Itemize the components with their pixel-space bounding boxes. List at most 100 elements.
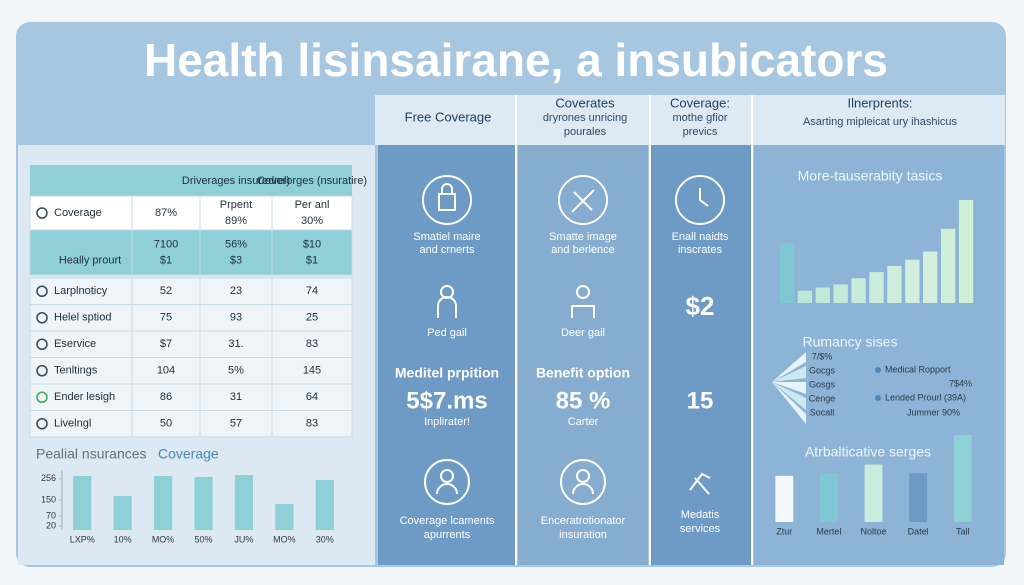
panel-heading: Meditel prpition: [395, 365, 499, 381]
caption: Coverage lcaments: [400, 515, 495, 527]
cell: 23: [230, 285, 242, 297]
column-panel: [651, 145, 751, 565]
table-heading: Driverages insuredrel): [182, 175, 290, 187]
y-tick-label: 150: [41, 494, 56, 504]
row-label: Coverage: [54, 207, 102, 219]
fan-wedge: [772, 366, 806, 382]
chart-title: More-tauserabity tasics: [798, 168, 943, 184]
bar: [909, 473, 928, 522]
bar: [73, 476, 92, 530]
fan-label: Gocgs: [809, 365, 836, 375]
icon: [689, 472, 711, 495]
column-panel: [518, 145, 648, 565]
y-tick-label: 70: [46, 510, 56, 520]
row-icon: [36, 418, 48, 430]
bar: [864, 464, 883, 522]
column-heading: Coverates: [555, 95, 615, 110]
icon: [424, 459, 470, 505]
cell: 7100: [154, 238, 178, 250]
bar: [887, 265, 902, 303]
table-heading: Coverorges (nsuratire): [257, 175, 367, 187]
figure: 5$7.ms: [406, 387, 487, 414]
fan-label: 7/$%: [812, 351, 833, 361]
bar: [833, 284, 848, 303]
x-tick-label: JU%: [234, 534, 253, 544]
table-header: [30, 165, 352, 196]
x-tick-label: MO%: [152, 534, 175, 544]
column-heading: Free Coverage: [405, 109, 492, 124]
chart-title-accent: Coverage: [158, 446, 219, 462]
bar: [958, 200, 974, 303]
bar: [194, 477, 213, 530]
bar: [234, 475, 254, 530]
legend-dot: [875, 395, 881, 401]
icon: [558, 175, 608, 225]
cell: $3: [230, 254, 242, 266]
chart-title: Atrbalticative serges: [805, 444, 931, 460]
bar: [940, 228, 956, 303]
cell: 93: [230, 312, 242, 324]
table-row: [29, 195, 353, 231]
chart-title: Pealial nsurances: [36, 446, 147, 462]
icon: [440, 469, 454, 483]
bar: [953, 435, 972, 522]
bar: [869, 272, 884, 303]
legend-dot: [875, 367, 881, 373]
icon: [699, 188, 709, 207]
caption: Ped gail: [427, 327, 467, 339]
cell: 52: [160, 285, 172, 297]
row-icon: [36, 365, 48, 377]
x-tick-label: MO%: [273, 534, 296, 544]
figure: 85 %: [556, 387, 611, 414]
cell: 86: [160, 391, 172, 403]
cell: 89%: [225, 215, 247, 227]
caption: and berlence: [551, 244, 615, 256]
bar: [113, 496, 132, 530]
caption: inscrates: [678, 244, 723, 256]
cell: 57: [230, 418, 242, 430]
caption: Enall naidts: [672, 231, 729, 243]
row-icon: [36, 338, 48, 350]
icon: [571, 189, 595, 213]
icon: [441, 183, 453, 194]
bar: [815, 287, 830, 303]
figure: 15: [687, 387, 714, 414]
caption: Medatis: [681, 509, 720, 521]
caption: services: [680, 523, 721, 535]
cell: 104: [157, 365, 175, 377]
caption: Enceratrotionator: [541, 515, 626, 527]
cell: 83: [306, 418, 318, 430]
column-heading: dryrones unricing: [543, 112, 627, 124]
icon: [576, 469, 590, 483]
fan-wedge: [772, 382, 806, 424]
note: Carter: [568, 416, 599, 428]
column-heading: pourales: [564, 126, 607, 138]
fan-label: Socall: [810, 407, 835, 417]
fan-wedge: [772, 382, 806, 394]
cell: 74: [306, 285, 318, 297]
fan-label: Cenge: [809, 393, 836, 403]
cell: 25: [306, 312, 318, 324]
cell: 30%: [301, 215, 323, 227]
icon: [675, 175, 725, 225]
y-tick-label: 20: [46, 520, 56, 530]
legend-label: Jummer 90%: [907, 407, 960, 417]
row-label: Livelngl: [54, 418, 91, 430]
bar: [775, 475, 794, 522]
x-tick-label: Ztur: [776, 526, 792, 536]
row-label: Ender lesigh: [54, 391, 115, 403]
bar: [905, 259, 920, 303]
x-tick-label: LXP%: [70, 534, 95, 544]
cell: 31.: [228, 338, 243, 350]
caption: Smatiel maire: [413, 231, 480, 243]
cell: $10: [303, 238, 321, 250]
column-heading: Coverage:: [670, 95, 730, 110]
cell: 75: [160, 312, 172, 324]
table-row: [29, 277, 353, 305]
x-tick-label: Noltoe: [860, 526, 886, 536]
legend-label: Medical Ropport: [885, 364, 951, 374]
icon: [422, 175, 472, 225]
fan-label: Gosgs: [809, 379, 836, 389]
bar: [923, 251, 938, 303]
